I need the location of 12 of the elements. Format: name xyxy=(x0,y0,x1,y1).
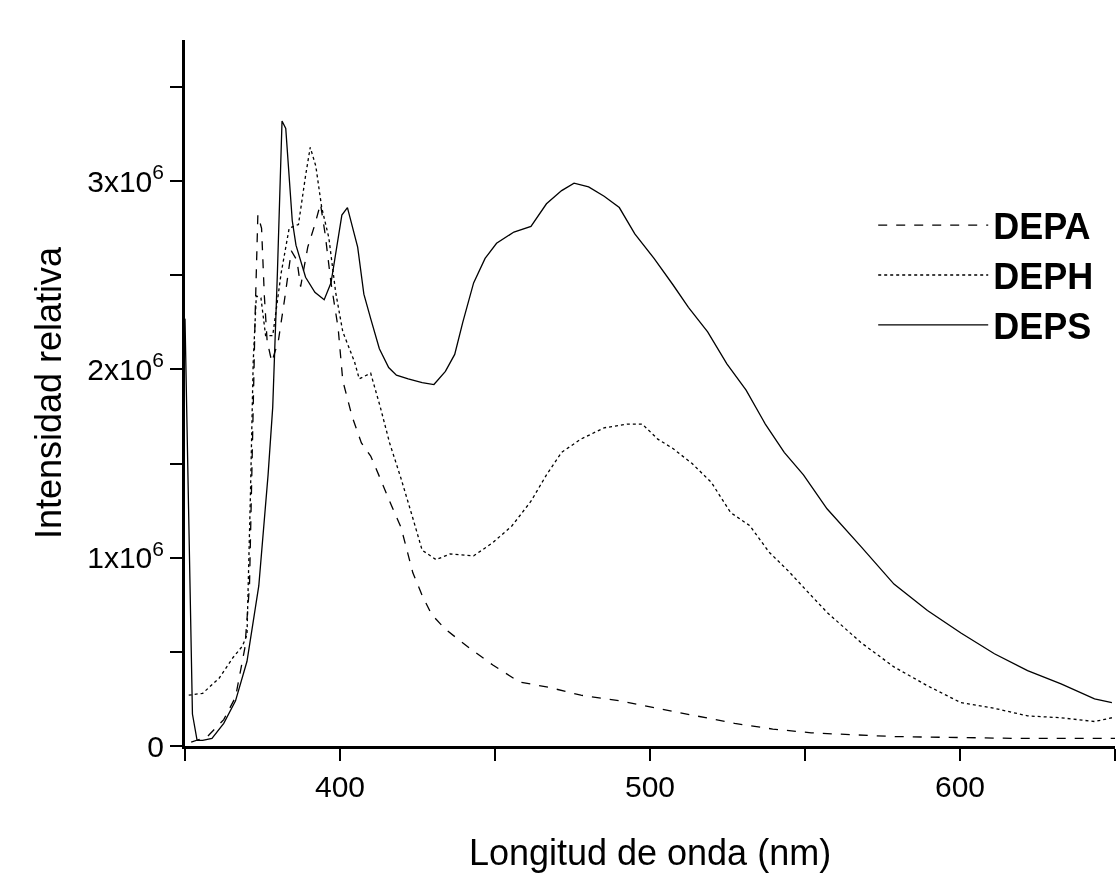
y-tick-label: 0 xyxy=(147,729,164,763)
y-tick-label: 1x10$^{6}$ xyxy=(87,536,164,575)
x-tick-label: 400 xyxy=(314,770,366,803)
x-axis-title: Longitud de onda (nm) xyxy=(468,831,832,873)
legend-label: DEPA xyxy=(993,206,1091,248)
y-axis-title: Intensidad relativa xyxy=(28,245,70,540)
legend-label: DEPH xyxy=(993,256,1094,298)
y-tick-label: 3x10$^{6}$ xyxy=(87,160,164,198)
x-tick-label: 500 xyxy=(624,770,676,803)
y-tick-label: 2x10$^{6}$ xyxy=(87,348,164,386)
x-tick-label: 600 xyxy=(934,770,986,803)
legend-label: DEPS xyxy=(993,305,1092,347)
